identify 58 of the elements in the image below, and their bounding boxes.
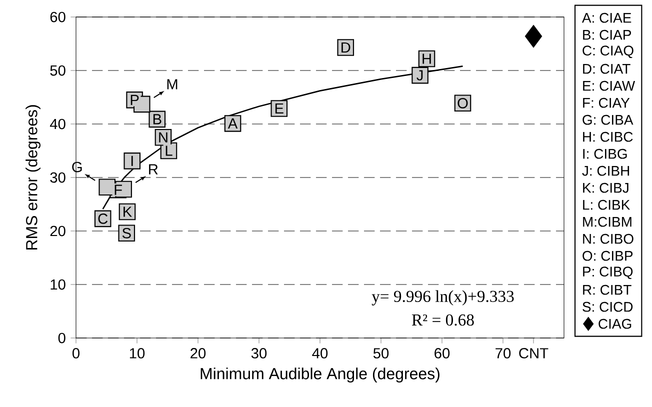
- y-tick-label: 40: [50, 118, 66, 130]
- annotation: E: [275, 103, 284, 114]
- annotation: L: [166, 146, 172, 156]
- text: B: CIAP: [583, 30, 631, 40]
- x-tick-label: 10: [130, 348, 145, 358]
- point: [524, 25, 542, 48]
- y-axis-title: RMS error (degrees): [26, 105, 40, 250]
- annotation: C: [98, 214, 108, 224]
- y-tick-label: 10: [50, 279, 66, 290]
- text: N: CIBO: [583, 234, 634, 244]
- text: G: CIBA: [582, 114, 634, 125]
- annotation: B: [153, 114, 162, 124]
- text: I: CIBG: [583, 148, 627, 159]
- text: F: CIAY: [583, 98, 630, 108]
- annotation: R: [149, 164, 158, 174]
- annotation: N: [159, 132, 168, 142]
- text: A: CIAE: [582, 12, 632, 23]
- text: R: CIBT: [583, 284, 632, 295]
- annotation: O: [458, 98, 468, 108]
- text: M:CIBM: [583, 216, 632, 227]
- x-tick-label: 30: [251, 348, 267, 358]
- x-axis-title: Minimum Audible Angle (degrees): [200, 368, 440, 382]
- annotation: H: [422, 54, 431, 64]
- x-tick-label: 20: [190, 348, 206, 358]
- annotation: M: [167, 79, 178, 90]
- text: J: CIBH: [582, 166, 630, 176]
- x-tick-label: 0: [72, 348, 80, 358]
- text: H: CIBC: [583, 132, 633, 142]
- text: D: CIAT: [583, 64, 630, 74]
- annotation: J: [416, 70, 423, 80]
- annotation: F: [114, 184, 122, 195]
- text: O: CIBP: [582, 250, 633, 261]
- text: E: CIAW: [583, 80, 636, 91]
- annotation: A: [228, 118, 238, 129]
- text: K: CIBJ: [583, 182, 628, 193]
- legend-label: CIAG: [598, 318, 632, 329]
- x-tick-label: CNT: [519, 348, 548, 358]
- annotation: G: [72, 162, 82, 172]
- annotation: D: [342, 42, 350, 53]
- y-tick-label: 0: [58, 332, 66, 344]
- y-tick-label: 30: [50, 172, 66, 183]
- y-tick-label: 60: [50, 12, 66, 22]
- text: L: CIBK: [583, 200, 630, 210]
- text: P: CIBQ: [583, 266, 633, 280]
- text: S: CICD: [582, 302, 633, 312]
- annotation: y= 9.996 ln(x)+9.333: [372, 290, 514, 306]
- x-tick-label: 70: [496, 348, 511, 358]
- text: C: CIAQ: [582, 46, 634, 58]
- y-tick-label: 20: [50, 226, 66, 236]
- annotation: I: [131, 156, 133, 166]
- annotation: S: [122, 228, 131, 238]
- y-tick-label: 50: [50, 65, 66, 76]
- annotation: K: [124, 206, 132, 217]
- annotation: P: [130, 94, 139, 105]
- annotation: R² = 0.68: [412, 314, 474, 326]
- x-tick-label: 60: [434, 348, 450, 358]
- x-tick-label: 40: [312, 348, 328, 358]
- x-tick-label: 50: [373, 348, 389, 358]
